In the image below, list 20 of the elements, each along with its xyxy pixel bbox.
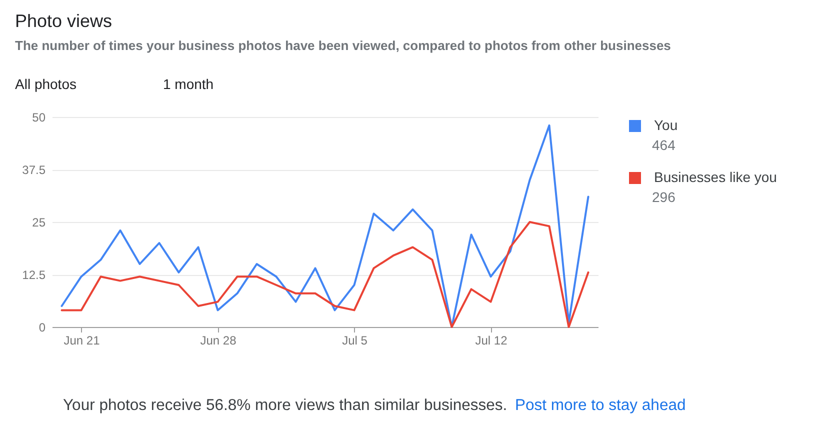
line-series bbox=[60, 221, 590, 328]
chart-title: Photo views bbox=[15, 11, 112, 31]
legend-label: You bbox=[654, 117, 678, 133]
text: Your photos receive 56.8% more views than similar businesses. bbox=[63, 397, 508, 414]
x-tick-label: Jun 21 bbox=[64, 334, 100, 348]
text: All photos bbox=[15, 76, 76, 92]
y-tick-label: 25 bbox=[32, 216, 46, 230]
text: Post more to stay ahead bbox=[515, 397, 686, 414]
x-tick-label: Jun 28 bbox=[200, 334, 237, 348]
y-tick-label: 37.5 bbox=[22, 163, 46, 177]
legend-label: Businesses like you bbox=[654, 169, 777, 185]
text: 1 month bbox=[163, 76, 214, 92]
y-tick-label: 12.5 bbox=[22, 268, 46, 282]
x-tick-label: Jul 5 bbox=[342, 334, 368, 348]
text: 464 bbox=[652, 137, 676, 153]
y-tick-label: 0 bbox=[38, 320, 46, 334]
chart-subtitle: The number of times your business photos have been viewed, compared to photos from other businesses bbox=[15, 38, 671, 53]
x-tick-label: Jul 12 bbox=[475, 334, 508, 348]
y-tick-label: 50 bbox=[32, 110, 46, 124]
text: 296 bbox=[652, 189, 676, 205]
